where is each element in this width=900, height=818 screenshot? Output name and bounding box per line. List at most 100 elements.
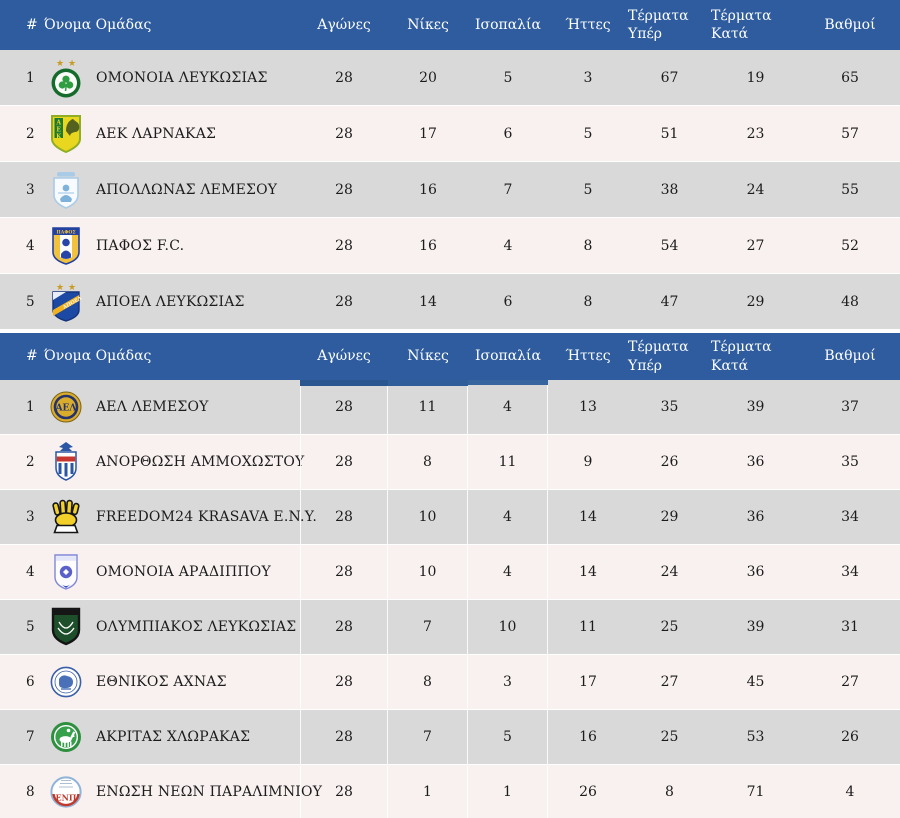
stat-goals_for: 29 xyxy=(660,509,679,525)
stat-games: 28 xyxy=(300,490,388,544)
standings-table-bottom: # Όνομα Ομάδας Αγώνες Νίκες Ισοπαλία Ήττες Τέρ… xyxy=(0,333,900,818)
svg-text:★: ★ xyxy=(56,283,64,293)
header-games: Αγώνες xyxy=(300,0,388,50)
header-points: Βαθμοί xyxy=(800,0,900,50)
stat-losses: 5 xyxy=(583,181,593,198)
stat-goals_for: 8 xyxy=(665,784,674,800)
stat-games: 28 xyxy=(335,237,353,254)
stat-goals_for: 26 xyxy=(660,454,679,470)
stat-losses: 8 xyxy=(583,237,593,254)
table-row[interactable]: 3 FREEDOM24 KRASAVA E.N.Y. 28 10 4 14 29 36 34 xyxy=(0,490,900,545)
table-row[interactable]: 5 ★ ★ ΑΠΟΕΛ ΑΠΟΕΛ ΛΕΥΚΩΣΙΑΣ 28 14 6 8 47 29 48 xyxy=(0,274,900,330)
table-row[interactable]: 7 ΑΚΡΙΤΑΣ ΧΛΩΡΑΚΑΣ 28 7 5 16 25 53 26 xyxy=(0,710,900,765)
omonoia-nicosia-crest-icon: ★ ★ xyxy=(46,55,86,101)
table-row[interactable]: 4 ΟΜΟΝΟΙΑ ΑΡΑΔΙΠΠΟΥ 28 10 4 14 24 36 34 xyxy=(0,545,900,600)
team-name[interactable]: ΟΛΥΜΠΙΑΚΟΣ ΛΕΥΚΩΣΙΑΣ xyxy=(96,619,297,635)
ael-limassol-crest-icon: ΑΕΛ xyxy=(46,384,86,430)
stat-wins: 8 xyxy=(388,655,468,709)
team-name[interactable]: ΑΠΟΛΛΩΝΑΣ ΛΕΜΕΣΟΥ xyxy=(96,181,278,198)
stat-losses: 13 xyxy=(579,399,597,415)
header-rank: # xyxy=(0,0,44,50)
header-draws: Ισοπαλία xyxy=(468,333,548,385)
team-name[interactable]: ΑΠΟΕΛ ΛΕΥΚΩΣΙΑΣ xyxy=(96,293,245,310)
stat-goals_for: 38 xyxy=(660,181,679,198)
stat-losses: 16 xyxy=(579,729,597,745)
team-cell: Α Ε Κ ΑΕΚ ΛΑΡΝΑΚΑΣ xyxy=(44,106,300,161)
stat-wins: 10 xyxy=(388,545,468,599)
table-row[interactable]: 3 ΑΠΟΛΛΩΝΑΣ ΛΕΜΕΣΟΥ 28 16 7 5 38 24 55 xyxy=(0,162,900,218)
stat-points: 55 xyxy=(841,181,859,198)
team-cell: ΑΚΡΙΤΑΣ ΧΛΩΡΑΚΑΣ xyxy=(44,710,300,764)
stat-points: 35 xyxy=(841,454,859,470)
team-cell: ΠΑΦΟΣ ΠΑΦΟΣ F.C. xyxy=(44,218,300,273)
stat-wins: 7 xyxy=(388,600,468,654)
svg-text:Κ: Κ xyxy=(56,133,62,140)
stat-draws: 6 xyxy=(503,293,513,310)
header-label: # xyxy=(26,16,38,33)
header-label: Βαθμοί xyxy=(824,16,876,33)
stat-games: 28 xyxy=(335,181,353,198)
team-name[interactable]: ΑΕΚ ΛΑΡΝΑΚΑΣ xyxy=(96,125,217,142)
team-name[interactable]: ΑΝΟΡΘΩΣΗ ΑΜΜΟΧΩΣΤΟΥ xyxy=(96,454,305,470)
table-row[interactable]: 6 ΕΘΝΙΚΟΣ ΑΧΝΑΣ 28 8 3 17 27 45 27 xyxy=(0,655,900,710)
stat-points: 4 xyxy=(845,784,855,800)
stat-draws: 5 xyxy=(503,69,513,86)
rank-cell: 1 xyxy=(26,399,35,415)
header-label: Αγώνες xyxy=(317,16,371,33)
table-row[interactable]: 8 ΕΝΠ ΕΝΩΣΗ ΝΕΩΝ ΠΑΡΑΛΙΜΝΙΟΥ 28 1 1 26 8 71 4 xyxy=(0,765,900,818)
team-name[interactable]: ΑΚΡΙΤΑΣ ΧΛΩΡΑΚΑΣ xyxy=(96,729,251,745)
team-name[interactable]: ΟΜΟΝΟΙΑ ΛΕΥΚΩΣΙΑΣ xyxy=(96,69,268,86)
stat-goals_against: 19 xyxy=(746,69,765,86)
rank-cell: 2 xyxy=(26,454,35,470)
stat-points: 27 xyxy=(841,674,859,690)
team-name[interactable]: ΕΘΝΙΚΟΣ ΑΧΝΑΣ xyxy=(96,674,227,690)
table-row[interactable]: 5 ΟΛΥΜΠΙΑΚΟΣ ΛΕΥΚΩΣΙΑΣ 28 7 10 11 25 39 31 xyxy=(0,600,900,655)
stat-wins: 14 xyxy=(419,293,437,310)
svg-text:ΕΝΠ: ΕΝΠ xyxy=(56,793,77,803)
header-games: Αγώνες xyxy=(300,333,388,386)
stat-wins: 11 xyxy=(388,380,468,434)
team-cell: ΟΜΟΝΟΙΑ ΑΡΑΔΙΠΠΟΥ xyxy=(44,545,300,599)
header-points: Βαθμοί xyxy=(800,333,900,380)
header-label: Ήττες xyxy=(565,16,611,33)
team-cell: ΕΘΝΙΚΟΣ ΑΧΝΑΣ xyxy=(44,655,300,709)
table-row[interactable]: 2 ΑΝΟΡΘΩΣΗ ΑΜΜΟΧΩΣΤΟΥ 28 8 11 9 26 36 35 xyxy=(0,435,900,490)
team-cell: ΕΝΠ ΕΝΩΣΗ ΝΕΩΝ ΠΑΡΑΛΙΜΝΙΟΥ xyxy=(44,765,322,818)
stat-goals_against: 71 xyxy=(746,784,765,800)
svg-text:Ε: Ε xyxy=(56,126,61,133)
header-wins: Νίκες xyxy=(388,333,468,386)
header-label: Τέρματα Κατά xyxy=(711,7,772,42)
stat-points: 57 xyxy=(841,125,859,142)
team-name[interactable]: FREEDOM24 KRASAVA E.N.Y. xyxy=(96,509,317,525)
stat-points: 26 xyxy=(841,729,859,745)
team-name[interactable]: ΟΜΟΝΟΙΑ ΑΡΑΔΙΠΠΟΥ xyxy=(96,564,271,580)
rank-cell: 3 xyxy=(26,181,35,198)
rank-cell: 8 xyxy=(26,784,35,800)
stat-goals_for: 27 xyxy=(660,674,679,690)
stat-games: 28 xyxy=(335,293,353,310)
rank-cell: 1 xyxy=(26,69,35,86)
stat-goals_against: 36 xyxy=(746,454,765,470)
stat-draws: 4 xyxy=(503,237,513,254)
stat-losses: 8 xyxy=(583,293,593,310)
stat-wins: 20 xyxy=(419,69,437,86)
akritas-chlorakas-crest-icon xyxy=(46,714,86,760)
table-row[interactable]: 1 ΑΕΛ ΑΕΛ ΛΕΜΕΣΟΥ 28 11 4 13 35 39 37 xyxy=(0,380,900,435)
stat-points: 52 xyxy=(841,237,859,254)
header-label: Βαθμοί xyxy=(824,348,876,365)
team-name[interactable]: ΑΕΛ ΛΕΜΕΣΟΥ xyxy=(96,399,209,415)
stat-goals_against: 39 xyxy=(746,619,765,635)
team-name[interactable]: ΕΝΩΣΗ ΝΕΩΝ ΠΑΡΑΛΙΜΝΙΟΥ xyxy=(96,784,323,800)
table-row[interactable]: 2 Α Ε Κ ΑΕΚ ΛΑΡΝΑΚΑΣ 28 17 6 5 51 23 57 xyxy=(0,106,900,162)
table-row[interactable]: 1 ★ ★ ΟΜΟΝΟΙΑ ΛΕΥΚΩΣΙΑΣ 28 20 5 3 67 19 65 xyxy=(0,50,900,106)
stat-points: 31 xyxy=(841,619,859,635)
table-row[interactable]: 4 ΠΑΦΟΣ ΠΑΦΟΣ F.C. 28 16 4 8 54 27 52 xyxy=(0,218,900,274)
stat-losses: 14 xyxy=(579,509,597,525)
team-name[interactable]: ΠΑΦΟΣ F.C. xyxy=(96,237,185,254)
stat-points: 37 xyxy=(841,399,859,415)
stat-draws: 4 xyxy=(468,490,548,544)
header-rank: # xyxy=(0,333,44,380)
header-wins: Νίκες xyxy=(388,0,468,50)
stat-wins: 7 xyxy=(388,710,468,764)
